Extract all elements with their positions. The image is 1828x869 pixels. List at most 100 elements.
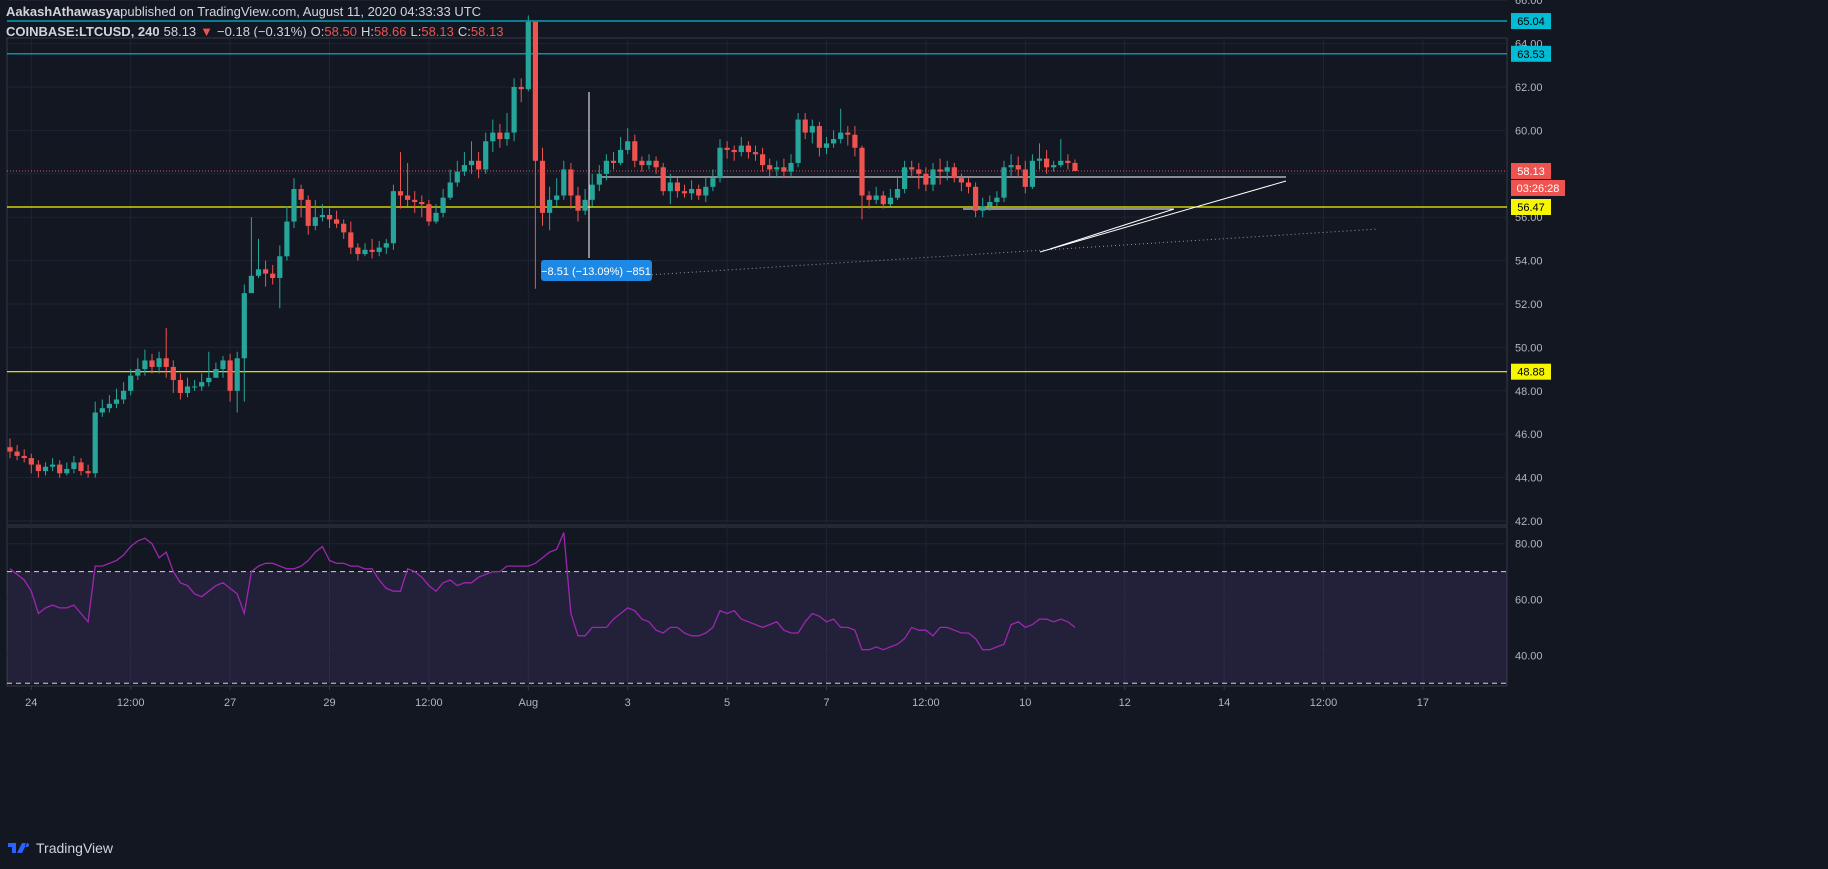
candle-body xyxy=(575,195,581,211)
candle-body xyxy=(447,182,453,198)
y-tick-label: 44.00 xyxy=(1515,473,1543,485)
candle-body xyxy=(788,162,794,172)
candle-body xyxy=(483,141,489,170)
candle-body xyxy=(341,223,347,233)
candle-body xyxy=(199,382,205,387)
close-value: 58.13 xyxy=(470,24,504,39)
candle-body xyxy=(838,132,844,140)
candle-body xyxy=(241,293,247,359)
low-value: 58.13 xyxy=(421,24,454,39)
candle-body xyxy=(745,145,751,153)
candle-body xyxy=(220,360,226,370)
countdown-text: 03:26:28 xyxy=(1517,183,1560,195)
candle-body xyxy=(156,358,162,367)
candle-body xyxy=(965,182,972,187)
symbol-label[interactable]: COINBASE:LTCUSD, 240 xyxy=(6,24,160,39)
brand-label[interactable]: TradingView xyxy=(36,840,114,856)
down-arrow-icon: ▼ xyxy=(200,24,214,39)
candle-body xyxy=(681,191,688,194)
candle-body xyxy=(944,167,950,172)
rsi-y-tick-label: 60.00 xyxy=(1515,595,1543,607)
candle-body xyxy=(710,178,716,187)
candle-body xyxy=(326,215,333,220)
candle-body xyxy=(355,247,361,255)
candle-body xyxy=(468,160,475,166)
candle-body xyxy=(440,197,446,213)
price-tag-text: 65.04 xyxy=(1517,16,1545,28)
y-tick-label: 60.00 xyxy=(1515,125,1543,137)
x-tick-label: 12:00 xyxy=(117,697,145,709)
rsi-line xyxy=(9,532,1076,651)
price-tag-65.04 xyxy=(1511,13,1551,30)
candle-body xyxy=(57,464,63,474)
candle-body xyxy=(639,160,645,166)
tradingview-logo-icon xyxy=(8,843,30,853)
candle-body xyxy=(518,87,524,90)
candle-body xyxy=(845,132,851,135)
candle-body xyxy=(419,202,425,205)
rsi-y-tick-label: 40.00 xyxy=(1515,650,1543,662)
main-pane-frame xyxy=(6,37,1508,526)
candle-body xyxy=(348,232,354,248)
candle-body xyxy=(539,160,546,213)
y-tick-label: 54.00 xyxy=(1515,256,1543,268)
candle-body xyxy=(277,256,283,278)
ascending-support-line xyxy=(1039,180,1287,253)
candle-body xyxy=(1029,160,1035,187)
y-tick-label: 66.00 xyxy=(1515,0,1543,7)
x-tick-label: 17 xyxy=(1417,697,1429,709)
candle-body xyxy=(724,147,730,150)
candle-body xyxy=(916,169,922,174)
candle-body xyxy=(7,447,13,452)
last-price: 58.13 xyxy=(163,24,197,39)
candle-body xyxy=(270,273,276,278)
candle-body xyxy=(930,169,936,185)
price-tag-text: 58.13 xyxy=(1517,166,1545,178)
candle-body xyxy=(163,358,169,367)
price-tag-text: 63.53 xyxy=(1517,49,1545,61)
candle-body xyxy=(305,199,311,226)
candle-body xyxy=(206,377,212,383)
candle-body xyxy=(887,197,893,205)
candle-body xyxy=(674,182,680,192)
candle-body xyxy=(767,165,773,170)
candle-body xyxy=(525,21,531,90)
candle-body xyxy=(78,462,84,472)
candle-body xyxy=(987,202,993,207)
candle-body xyxy=(1022,169,1028,187)
candle-body xyxy=(397,191,404,196)
candle-body xyxy=(760,154,766,166)
candle-body xyxy=(121,390,127,400)
candle-body xyxy=(42,466,49,472)
published-text: published on TradingView.com, August 11,… xyxy=(120,4,482,19)
y-tick-label: 48.00 xyxy=(1515,386,1543,398)
candle-body xyxy=(142,360,148,370)
candle-body xyxy=(1001,167,1007,198)
x-tick-label: 29 xyxy=(323,697,335,709)
price-tag-56.47 xyxy=(1511,199,1551,216)
y-tick-label: 62.00 xyxy=(1515,82,1543,94)
candle-body xyxy=(809,126,815,133)
rsi-y-tick-label: 80.00 xyxy=(1515,539,1543,551)
candle-body xyxy=(1036,158,1043,161)
countdown-tag xyxy=(1511,179,1565,196)
y-tick-label: 50.00 xyxy=(1515,342,1543,354)
candle-body xyxy=(1044,158,1050,168)
candle-body xyxy=(234,358,240,391)
candle-body xyxy=(390,191,396,244)
candle-body xyxy=(298,188,304,200)
y-tick-label: 52.00 xyxy=(1515,299,1543,311)
author-name[interactable]: AakashAthawasya xyxy=(6,4,121,19)
candle-body xyxy=(1008,165,1014,168)
candle-body xyxy=(894,188,901,198)
low-label: L: xyxy=(410,24,422,39)
x-tick-label: 14 xyxy=(1218,697,1230,709)
chart-header: AakashAthawasya published on TradingView… xyxy=(6,2,503,42)
candle-body xyxy=(106,403,112,409)
x-tick-label: Aug xyxy=(519,697,539,709)
candle-body xyxy=(852,134,858,148)
candle-body xyxy=(816,126,822,148)
candle-body xyxy=(774,167,780,170)
candle-body xyxy=(497,132,503,140)
